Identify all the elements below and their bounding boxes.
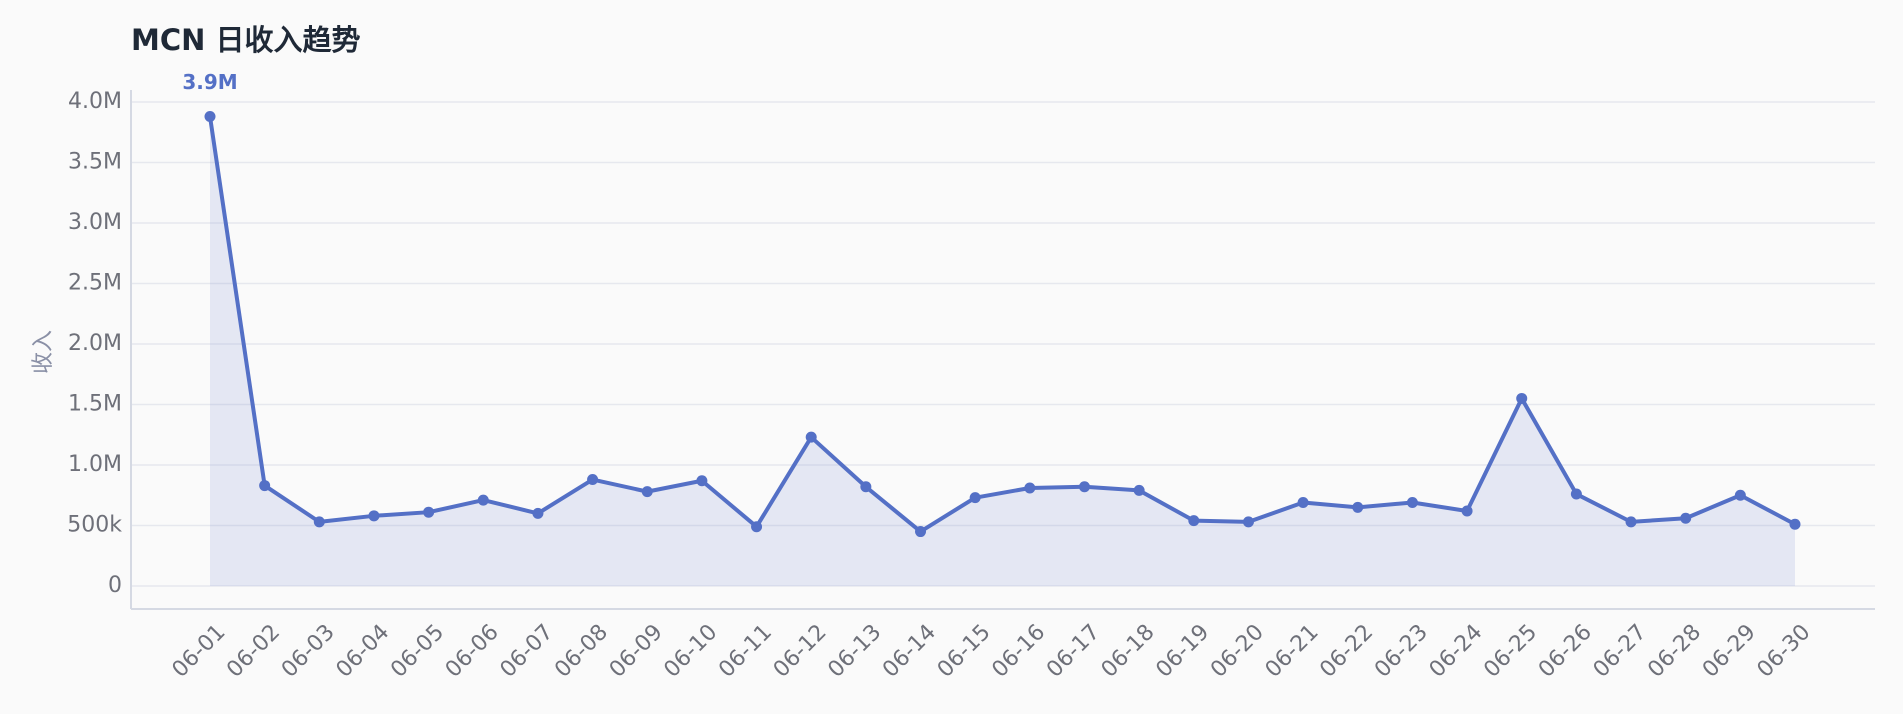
point <box>696 475 708 487</box>
point <box>1242 516 1254 528</box>
point <box>915 526 927 538</box>
point <box>587 474 599 486</box>
y-tick-label: 1.5M <box>68 392 122 417</box>
x-tick-label: 06-29 <box>1698 620 1761 683</box>
point <box>1406 497 1418 509</box>
y-tick-label: 3.0M <box>68 210 122 235</box>
point <box>1625 516 1637 528</box>
y-tick-label: 2.5M <box>68 271 122 296</box>
x-tick-label: 06-26 <box>1534 620 1597 683</box>
point <box>641 486 653 498</box>
x-tick-label: 06-28 <box>1643 620 1706 683</box>
x-tick-label: 06-25 <box>1479 620 1542 683</box>
x-tick-label: 06-27 <box>1589 620 1652 683</box>
x-tick-label: 06-10 <box>659 620 722 683</box>
point <box>751 521 763 533</box>
point <box>1297 497 1309 509</box>
x-tick-label: 06-05 <box>386 620 449 683</box>
area <box>210 116 1795 587</box>
x-tick-label: 06-21 <box>1261 620 1324 683</box>
y-axis-label: 收入 <box>31 330 56 374</box>
point <box>805 431 817 443</box>
y-tick-label: 4.0M <box>68 89 122 114</box>
x-tick-label: 06-04 <box>332 620 395 683</box>
point <box>1024 482 1036 494</box>
point <box>1516 392 1528 404</box>
point <box>204 111 216 123</box>
point <box>1078 481 1090 493</box>
x-tick-label: 06-16 <box>987 620 1050 683</box>
point <box>532 507 544 519</box>
point <box>1352 501 1364 513</box>
point <box>860 481 872 493</box>
x-tick-label: 06-24 <box>1425 620 1488 683</box>
x-tick-label: 06-11 <box>714 620 777 683</box>
x-tick-label: 06-02 <box>222 620 285 683</box>
y-tick-label: 2.0M <box>68 331 122 356</box>
x-tick-label: 06-22 <box>1315 620 1378 683</box>
x-tick-label: 06-14 <box>878 620 941 683</box>
point <box>477 494 489 506</box>
y-tick-label: 0 <box>108 573 122 598</box>
y-tick-label: 500k <box>67 513 122 538</box>
point <box>1188 515 1200 527</box>
data-label: 3.9M <box>182 70 237 94</box>
x-tick-label: 06-20 <box>1206 620 1269 683</box>
x-tick-label: 06-30 <box>1753 620 1816 683</box>
y-tick-label: 1.0M <box>68 452 122 477</box>
point <box>259 480 271 492</box>
x-tick-label: 06-19 <box>1151 620 1214 683</box>
point <box>969 492 981 504</box>
x-tick-label: 06-15 <box>933 620 996 683</box>
x-tick-label: 06-08 <box>550 620 613 683</box>
point <box>1734 489 1746 501</box>
x-tick-label: 06-01 <box>168 620 231 683</box>
x-tick-label: 06-23 <box>1370 620 1433 683</box>
x-tick-label: 06-03 <box>277 620 340 683</box>
chart-title: MCN 日收入趋势 <box>131 23 361 57</box>
point <box>1133 484 1145 496</box>
x-tick-label: 06-07 <box>496 620 559 683</box>
x-tick-label: 06-17 <box>1042 620 1105 683</box>
line <box>208 116 1796 534</box>
x-tick-label: 06-09 <box>605 620 668 683</box>
point <box>423 506 435 518</box>
x-tick-label: 06-06 <box>441 620 504 683</box>
point <box>368 510 380 522</box>
y-tick-label: 3.5M <box>68 150 122 175</box>
point <box>1789 518 1801 530</box>
x-tick-label: 06-13 <box>823 620 886 683</box>
point <box>313 516 325 528</box>
point <box>1680 512 1692 524</box>
x-tick-label: 06-18 <box>1097 620 1160 683</box>
point <box>1570 488 1582 500</box>
point <box>1461 505 1473 517</box>
x-tick-label: 06-12 <box>769 620 832 683</box>
